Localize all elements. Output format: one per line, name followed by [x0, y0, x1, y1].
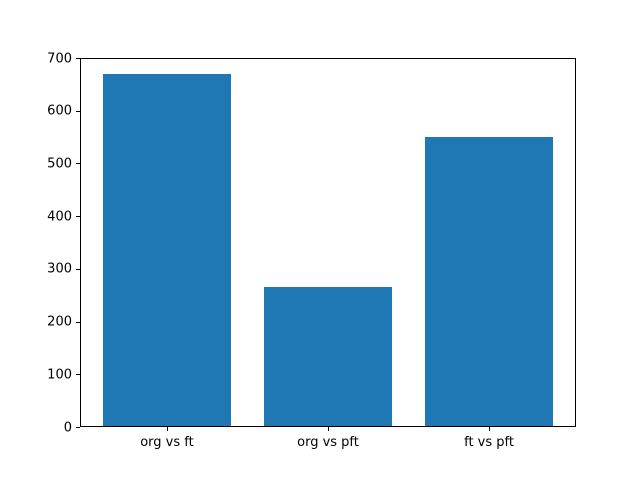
y-tick-label: 100 [47, 367, 72, 383]
y-tick-label: 0 [63, 420, 72, 435]
bar-org-vs-ft [102, 73, 232, 427]
y-tick-label: 500 [47, 156, 72, 172]
y-tick-mark [76, 58, 80, 59]
bar-ft-vs-pft [424, 137, 554, 427]
y-tick-mark [76, 216, 80, 218]
y-tick-label: 200 [47, 314, 72, 330]
y-tick-label: 700 [47, 51, 72, 66]
y-tick-mark [76, 110, 80, 112]
x-tick-label: ft vs pft [464, 435, 514, 450]
x-tick-mark [328, 427, 329, 431]
y-tick-mark [76, 427, 80, 428]
x-tick-label: org vs ft [140, 435, 194, 450]
x-tick-mark [489, 427, 491, 431]
x-tick-mark [166, 427, 168, 431]
y-tick-label: 600 [47, 103, 72, 119]
y-tick-mark [76, 321, 80, 323]
plot-area [80, 58, 576, 427]
y-tick-label: 400 [47, 209, 72, 225]
y-tick-mark [76, 374, 80, 376]
y-tick-mark [76, 268, 80, 270]
y-tick-mark [76, 163, 80, 165]
y-tick-label: 300 [47, 261, 72, 277]
bar-org-vs-pft [263, 287, 393, 427]
x-tick-label: org vs pft [297, 435, 359, 450]
